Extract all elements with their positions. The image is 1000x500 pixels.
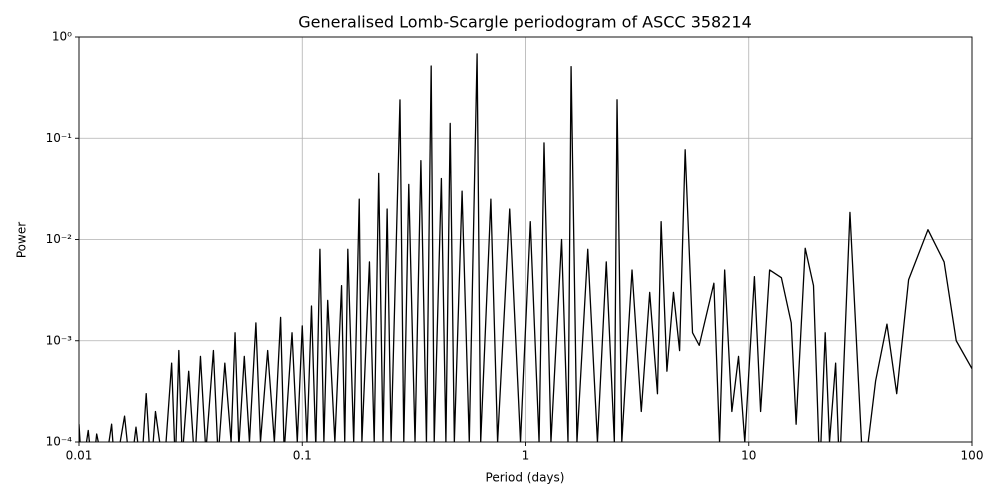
x-axis-label: Period (days) <box>486 471 565 485</box>
chart-title: Generalised Lomb-Scargle periodogram of … <box>298 13 752 32</box>
x-tick-label: 100 <box>961 449 984 463</box>
y-axis-label: Power <box>15 222 29 258</box>
x-tick-label: 0.1 <box>293 449 312 463</box>
y-tick-label: 10⁻¹ <box>46 131 73 145</box>
y-tick-label: 10⁰ <box>52 30 72 44</box>
x-tick-label: 1 <box>522 449 530 463</box>
y-tick-label: 10⁻² <box>46 232 73 246</box>
plot-area <box>79 53 972 442</box>
data-line <box>79 53 972 442</box>
x-tick-label: 0.01 <box>66 449 93 463</box>
y-tick-label: 10⁻⁴ <box>46 435 73 449</box>
x-tick-label: 10 <box>741 449 756 463</box>
y-tick-label: 10⁻³ <box>46 333 73 347</box>
